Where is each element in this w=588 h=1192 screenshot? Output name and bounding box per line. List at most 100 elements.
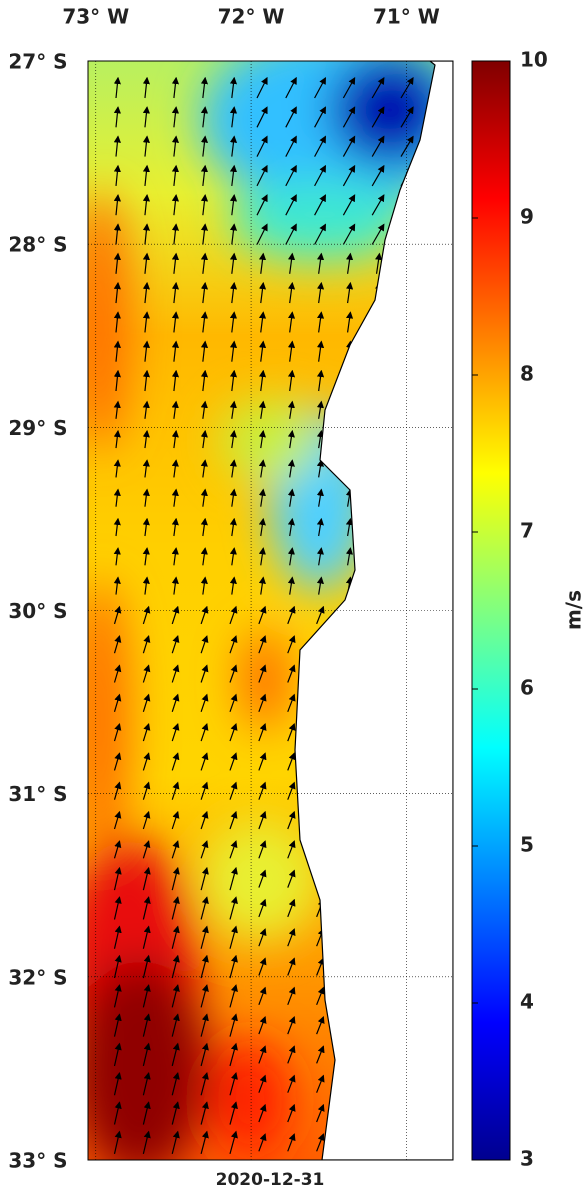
arrow	[200, 866, 209, 891]
arrow	[171, 281, 180, 304]
arrow	[287, 488, 295, 507]
lat-tick-label: 29° S	[8, 416, 67, 440]
arrow	[258, 869, 267, 888]
arrow	[287, 693, 296, 713]
arrow	[229, 281, 238, 304]
arrow	[258, 693, 267, 713]
arrow	[200, 547, 208, 566]
arrow	[287, 311, 296, 333]
arrow	[287, 547, 295, 566]
arrow	[371, 135, 385, 157]
arrow	[171, 164, 180, 186]
arrow	[200, 517, 208, 537]
arrow	[200, 635, 209, 654]
arrow	[258, 1133, 267, 1152]
arrow	[142, 664, 151, 683]
arrow	[200, 840, 209, 859]
arrow	[113, 517, 121, 537]
arrow	[229, 576, 237, 595]
arrow	[200, 459, 208, 478]
arrow	[314, 194, 326, 216]
arrow	[200, 194, 209, 216]
arrow	[200, 223, 209, 245]
arrow	[463, 342, 466, 362]
arrow	[229, 488, 237, 507]
wind-field	[88, 61, 472, 1181]
arrow	[316, 400, 324, 419]
arrow	[142, 925, 151, 949]
arrow	[171, 76, 180, 99]
arrow	[171, 693, 180, 712]
arrow	[256, 135, 268, 157]
arrow	[287, 810, 296, 830]
arrow	[200, 752, 209, 771]
arrow	[200, 605, 209, 625]
arrow	[113, 605, 122, 625]
arrow	[287, 869, 296, 888]
lat-tick-label: 30° S	[8, 599, 67, 623]
arrow	[229, 429, 237, 449]
arrow	[142, 840, 151, 859]
arrow	[258, 1015, 267, 1035]
arrow	[287, 722, 296, 742]
arrow	[403, 1164, 411, 1181]
arrow	[314, 135, 326, 157]
arrow	[200, 664, 209, 683]
arrow	[171, 752, 180, 771]
arrow	[461, 988, 469, 1005]
arrow	[258, 752, 267, 771]
arrow	[316, 957, 325, 976]
arrow	[345, 547, 353, 566]
arrow	[229, 840, 238, 859]
arrow	[287, 928, 296, 947]
arrow	[463, 490, 466, 507]
arrow	[258, 1074, 267, 1093]
arrow	[287, 281, 296, 304]
arrow	[400, 135, 414, 157]
arrow	[113, 752, 122, 771]
arrow	[229, 896, 238, 920]
arrow	[346, 281, 354, 304]
arrow	[200, 1130, 209, 1155]
arrow	[113, 164, 121, 186]
arrow	[459, 78, 472, 98]
arrow	[258, 898, 267, 918]
arrow	[229, 664, 238, 683]
arrow	[287, 840, 296, 859]
arrow	[113, 664, 122, 683]
arrow	[200, 722, 209, 742]
arrow	[229, 311, 238, 333]
arrow	[200, 106, 209, 128]
arrow	[171, 605, 180, 625]
arrow	[285, 223, 297, 245]
arrow	[258, 429, 266, 449]
arrow	[113, 194, 121, 216]
arrow	[316, 340, 325, 362]
arrow	[371, 76, 385, 99]
arrow	[171, 400, 179, 419]
arrow	[171, 1042, 180, 1067]
arrow	[200, 164, 209, 186]
arrow	[258, 1045, 267, 1064]
arrow	[171, 1130, 180, 1154]
arrow	[463, 283, 466, 303]
arrow	[200, 488, 208, 507]
arrow	[200, 984, 209, 1008]
arrow	[171, 194, 180, 216]
arrow	[229, 781, 238, 800]
arrow	[114, 1159, 122, 1160]
arrow	[113, 925, 122, 949]
arrow	[287, 252, 296, 274]
arrow	[461, 607, 469, 624]
arrow	[142, 605, 151, 625]
arrow	[113, 76, 121, 99]
arrow	[200, 252, 209, 274]
arrow	[142, 164, 151, 186]
arrow	[142, 369, 151, 392]
arrow	[229, 194, 238, 216]
arrow	[113, 722, 122, 742]
arrow	[229, 635, 238, 654]
arrow	[256, 164, 268, 187]
arrow	[287, 1015, 296, 1035]
arrow	[171, 1101, 180, 1125]
